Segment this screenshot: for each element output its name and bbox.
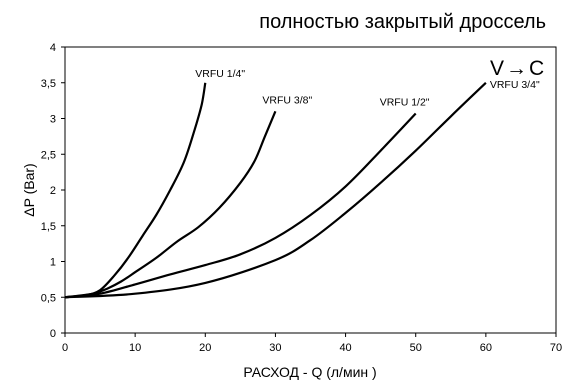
chart-title: полностью закрытый дроссель <box>259 11 546 33</box>
x-tick-label: 70 <box>550 342 562 354</box>
series-labels: VRFU 1/4" VRFU 3/8" VRFU 1/2" VRFU 3/4" <box>195 68 540 109</box>
series-lines <box>64 82 487 299</box>
series-label: VRFU 1/4" <box>195 68 245 80</box>
y-tick-label: 1 <box>50 257 56 269</box>
x-tick-label: 60 <box>480 342 492 354</box>
y-tick-label: 0 <box>50 328 56 340</box>
x-tick-label: 0 <box>62 342 68 354</box>
y-tick-label: 2 <box>50 185 56 197</box>
y-tick-label: 4 <box>50 42 56 54</box>
x-tick-label: 30 <box>269 342 281 354</box>
y-tick-label: 3,5 <box>41 78 56 90</box>
x-axis-ticks: 0 10 20 30 40 50 60 70 <box>62 333 562 354</box>
x-axis-label: РАСХОД - Q (л/мин ) <box>243 364 376 380</box>
series-line <box>64 110 277 299</box>
flow-direction-annotation: V→C <box>490 57 544 80</box>
series-line <box>64 82 487 299</box>
x-tick-label: 10 <box>129 342 141 354</box>
x-tick-label: 20 <box>199 342 211 354</box>
series-line <box>64 112 417 299</box>
series-label: VRFU 1/2" <box>380 96 430 108</box>
x-tick-label: 50 <box>410 342 422 354</box>
series-label: VRFU 3/8" <box>262 94 312 106</box>
plot-area-frame <box>64 46 557 334</box>
y-axis-label: ΔP (Bar) <box>21 163 37 216</box>
y-tick-label: 3 <box>50 114 56 126</box>
series-label: VRFU 3/4" <box>490 79 540 91</box>
y-tick-label: 2,5 <box>41 149 56 161</box>
x-tick-label: 40 <box>339 342 351 354</box>
y-axis-ticks: 0 0,5 1 1,5 2 2,5 3 3,5 4 <box>41 42 65 340</box>
series-line <box>64 82 207 299</box>
flow-direction-label: V→C <box>490 57 544 80</box>
y-tick-label: 0,5 <box>41 292 56 304</box>
y-tick-label: 1,5 <box>41 221 56 233</box>
